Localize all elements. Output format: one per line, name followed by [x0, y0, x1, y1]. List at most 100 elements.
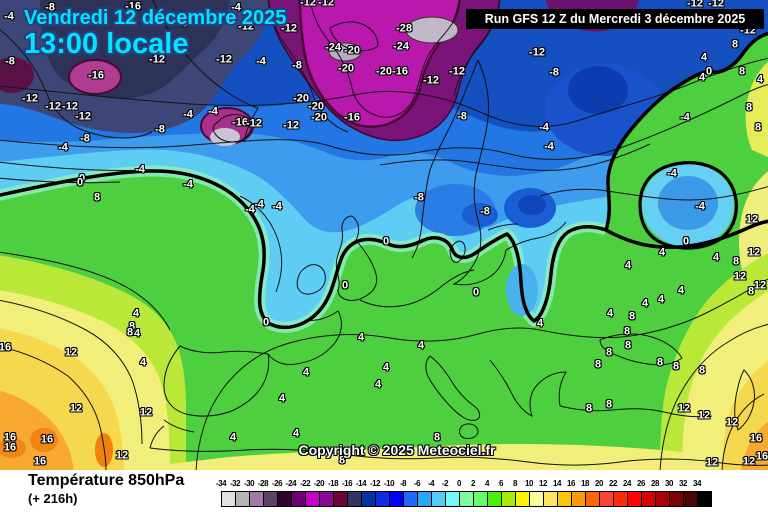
scale-tick-label: 18 — [581, 479, 589, 488]
temp-label: -8 — [292, 59, 302, 72]
scale-swatch: -4 — [428, 479, 446, 507]
scale-swatch: 2 — [471, 479, 488, 507]
scale-tick-label: -2 — [441, 479, 449, 488]
temp-label: 4 — [357, 331, 365, 344]
temp-label: -4 — [208, 105, 218, 118]
temp-label: 4 — [382, 361, 390, 374]
temp-label: 8 — [126, 326, 134, 339]
temp-label: 12 — [745, 213, 759, 226]
temp-label: 8 — [605, 346, 613, 359]
temp-label: -20 — [338, 62, 354, 75]
temp-label: -8 — [457, 110, 467, 123]
legend-bar: Température 850hPa (+ 216h) -34 -32 -30 -28… — [0, 470, 768, 512]
temp-label: 4 — [374, 378, 382, 391]
scale-tick-label: -24 — [285, 479, 297, 488]
temp-label: 0 — [341, 279, 349, 292]
temp-label: -20 — [311, 111, 327, 124]
scale-swatch: 6 — [499, 479, 516, 507]
scale-tick-label: -34 — [215, 479, 227, 488]
scale-swatch: -10 — [384, 479, 404, 507]
scale-swatch: 30 — [665, 479, 684, 507]
temp-label: 0 — [76, 176, 84, 189]
temp-label: 16 — [40, 433, 54, 446]
temp-label: 16 — [3, 441, 17, 454]
temp-label: -4 — [4, 10, 14, 23]
coastlines — [0, 0, 768, 466]
scale-tick-label: 4 — [485, 479, 489, 488]
scale-tick-label: -14 — [355, 479, 367, 488]
temp-label: 4 — [712, 251, 720, 264]
temp-label: -4 — [539, 121, 549, 134]
scale-swatch: 14 — [553, 479, 572, 507]
scale-swatch: -32 — [230, 479, 250, 507]
temp-label: -12 — [281, 22, 297, 35]
temp-label: 4 — [658, 246, 666, 259]
scale-swatch: -8 — [400, 479, 418, 507]
map-canvas: -8 -16 -4 -8 -4 -12 -8 -12 -12 -16 -12 -12 -12 -12 -8-… — [0, 0, 768, 470]
temp-label: 8 — [745, 101, 753, 114]
temp-label: -16 — [344, 111, 360, 124]
scale-tick-label: -12 — [369, 479, 381, 488]
temp-label: 8 — [338, 454, 346, 467]
scale-tick-label: 26 — [637, 479, 645, 488]
scale-swatch: -16 — [342, 479, 362, 507]
temp-label: -8 — [414, 191, 424, 204]
scale-swatch: 0 — [457, 479, 474, 507]
temp-label: 16 — [0, 341, 12, 354]
scale-swatch: 8 — [513, 479, 530, 507]
scale-tick-label: -18 — [327, 479, 339, 488]
temp-label: -8 — [5, 55, 15, 68]
scale-swatch: 26 — [637, 479, 656, 507]
temp-label: -12 — [449, 65, 465, 78]
temp-label: -4 — [695, 200, 705, 213]
temp-label: -4 — [272, 200, 282, 213]
scale-swatch: -22 — [300, 479, 320, 507]
scale-tick-label: 14 — [553, 479, 561, 488]
scale-tick-label: -16 — [341, 479, 353, 488]
forecast-time: 13:00 locale — [24, 28, 189, 60]
scale-tick-label: -26 — [271, 479, 283, 488]
temp-label: 12 — [697, 409, 711, 422]
temp-label: 8 — [732, 255, 740, 268]
temp-label: 16 — [33, 455, 47, 468]
temp-label: -20 — [344, 44, 360, 57]
temp-label: -24 — [325, 41, 341, 54]
scale-tick-label: -32 — [229, 479, 241, 488]
temp-label: 8 — [738, 65, 746, 78]
temp-label: 0 — [262, 316, 270, 329]
scale-swatch: -12 — [370, 479, 390, 507]
weather-map — [0, 0, 768, 470]
scale-tick-label: 32 — [679, 479, 687, 488]
temp-label: -4 — [183, 178, 193, 191]
model-run-banner: Run GFS 12 Z du Mercredi 3 décembre 2025 — [466, 9, 764, 29]
scale-tick-label: -20 — [313, 479, 325, 488]
scale-swatch: -14 — [356, 479, 376, 507]
temp-label: -4 — [58, 141, 68, 154]
temp-label: 8 — [585, 402, 593, 415]
scale-swatch: 4 — [485, 479, 502, 507]
scale-swatch: -2 — [442, 479, 460, 507]
temp-label: -12 — [708, 0, 724, 10]
scale-swatch: -30 — [244, 479, 264, 507]
temp-label: -8 — [549, 66, 559, 79]
temp-label: -12 — [22, 92, 38, 105]
copyright-text: Copyright © 2025 Meteociel.fr — [298, 442, 496, 458]
temp-label: 4 — [132, 307, 140, 320]
scale-swatch: -28 — [258, 479, 278, 507]
temp-label: -16 — [232, 116, 248, 129]
scale-swatch: -20 — [314, 479, 334, 507]
scale-swatch: -26 — [272, 479, 292, 507]
scale-tick-label: 30 — [665, 479, 673, 488]
temp-label: 12 — [64, 346, 78, 359]
temp-label: -8 — [155, 123, 165, 136]
temp-label: 4 — [698, 71, 706, 84]
temp-label: 8 — [754, 121, 762, 134]
scale-swatch: 28 — [651, 479, 670, 507]
temp-label: 8 — [628, 310, 636, 323]
temp-label: 4 — [624, 259, 632, 272]
legend-title: Température 850hPa — [28, 472, 185, 489]
scale-swatch: 16 — [567, 479, 586, 507]
temp-label: -12 — [238, 20, 254, 33]
scale-tick-label: 10 — [525, 479, 533, 488]
temp-label: 4 — [536, 317, 544, 330]
